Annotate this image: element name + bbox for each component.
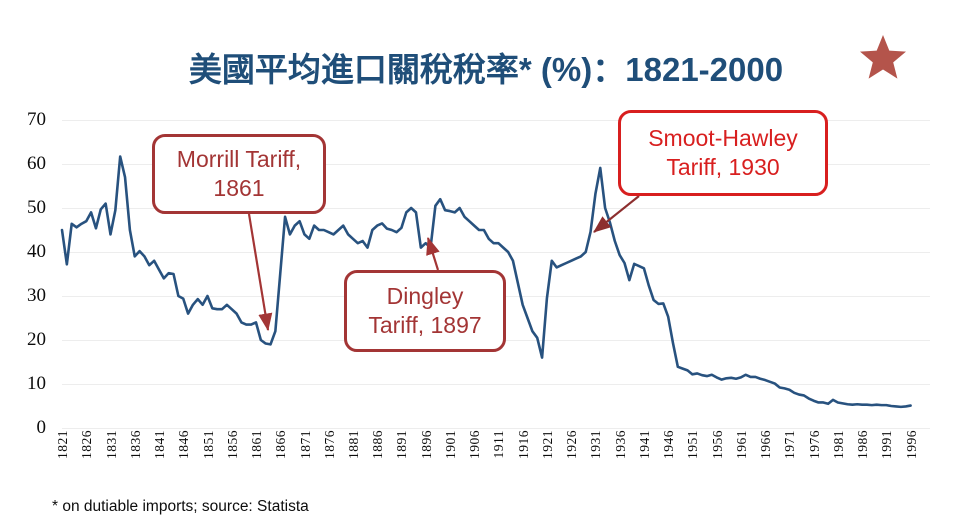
y-axis-tick-label: 50: [27, 197, 46, 218]
star-icon: [860, 35, 906, 79]
x-axis-tick-label: 1991: [879, 430, 895, 459]
x-axis-tick-label: 1846: [176, 430, 192, 459]
x-axis-tick-label: 1996: [903, 430, 919, 459]
x-axis-tick-label: 1921: [539, 430, 555, 459]
gridline-60: [62, 164, 930, 165]
annotation-dingley-line2: Tariff, 1897: [368, 312, 482, 338]
x-axis-tick-label: 1941: [636, 430, 652, 459]
chart-footnote: * on dutiable imports; source: Statista: [52, 498, 309, 515]
x-axis-tick-label: 1831: [103, 430, 119, 459]
y-axis-tick-label: 10: [27, 373, 46, 394]
y-axis-tick-label: 20: [27, 329, 46, 350]
x-axis-tick-label: 1821: [55, 430, 70, 459]
gridline-70: [62, 120, 930, 121]
gridline-0: [62, 428, 930, 429]
series-path: [62, 157, 911, 407]
y-axis: 0 10 20 30 40 50 60 70: [0, 109, 56, 438]
x-axis-tick-label: 1851: [200, 430, 216, 459]
annotation-smoot-line2: Tariff, 1930: [666, 154, 780, 180]
x-axis-tick-label: 1906: [467, 430, 483, 459]
y-axis-tick-label: 70: [27, 109, 46, 130]
series-line-tariff-rate: [62, 120, 930, 428]
gridline-10: [62, 384, 930, 385]
annotation-morrill-line1: Morrill Tariff,: [176, 145, 302, 172]
annotation-dingley-tariff[interactable]: Dingley Tariff, 1897: [344, 270, 506, 352]
x-axis-tick-label: 1856: [224, 430, 240, 459]
x-axis-tick-label: 1981: [830, 430, 846, 459]
annotation-morrill-line2: 1861: [213, 175, 265, 201]
x-axis: 1821 1826 1831 1836 1841 1846 1851 1856 1861 1866…: [55, 430, 930, 492]
x-axis-tick-label: 1861: [249, 430, 264, 459]
x-axis-tick-label: 1976: [806, 430, 822, 459]
y-axis-tick-label: 0: [36, 417, 47, 438]
annotation-smoot-hawley-tariff[interactable]: Smoot-Hawley Tariff, 1930: [618, 110, 828, 196]
gridline-50: [62, 208, 930, 209]
x-axis-tick-label: 1946: [661, 430, 677, 459]
x-axis-tick-label: 1956: [709, 430, 725, 459]
x-axis-tick-label: 1986: [855, 430, 871, 459]
x-axis-tick-label: 1926: [564, 430, 580, 459]
annotation-smoot-line1: Smoot-Hawley: [648, 124, 798, 151]
x-axis-tick-label: 1866: [273, 430, 289, 459]
x-axis-tick-label: 1916: [515, 430, 531, 459]
y-axis-tick-label: 40: [27, 241, 46, 262]
x-axis-tick-label: 1826: [79, 430, 95, 459]
x-axis-tick-label: 1931: [588, 430, 604, 459]
x-axis-tick-label: 1876: [321, 430, 337, 459]
page-title: 美國平均進口關稅稅率* (%)：1821-2000: [188, 50, 784, 88]
x-axis-tick-label: 1871: [297, 430, 313, 459]
x-axis-tick-label: 1966: [758, 430, 774, 459]
x-axis-tick-label: 1901: [442, 430, 458, 459]
x-axis-tick-label: 1886: [370, 430, 386, 459]
x-axis-tick-label: 1961: [733, 430, 749, 459]
x-axis-tick-label: 1881: [345, 430, 361, 459]
x-axis-tick-label: 1951: [685, 430, 701, 459]
x-axis-tick-label: 1911: [491, 430, 507, 459]
annotation-dingley-line1: Dingley: [386, 282, 464, 309]
chart-title-row: 美國平均進口關稅稅率* (%)：1821-2000: [0, 40, 972, 98]
y-axis-tick-label: 30: [27, 285, 46, 306]
x-axis-tick-label: 1841: [152, 430, 167, 459]
y-axis-tick-label: 60: [27, 153, 46, 174]
x-axis-tick-label: 1836: [127, 430, 143, 459]
annotation-morrill-tariff[interactable]: Morrill Tariff, 1861: [152, 134, 326, 214]
x-axis-tick-label: 1936: [612, 430, 628, 459]
x-axis-tick-label: 1971: [782, 430, 798, 459]
x-axis-tick-label: 1891: [394, 430, 410, 459]
x-axis-tick-label: 1896: [418, 430, 434, 459]
gridline-40: [62, 252, 930, 253]
